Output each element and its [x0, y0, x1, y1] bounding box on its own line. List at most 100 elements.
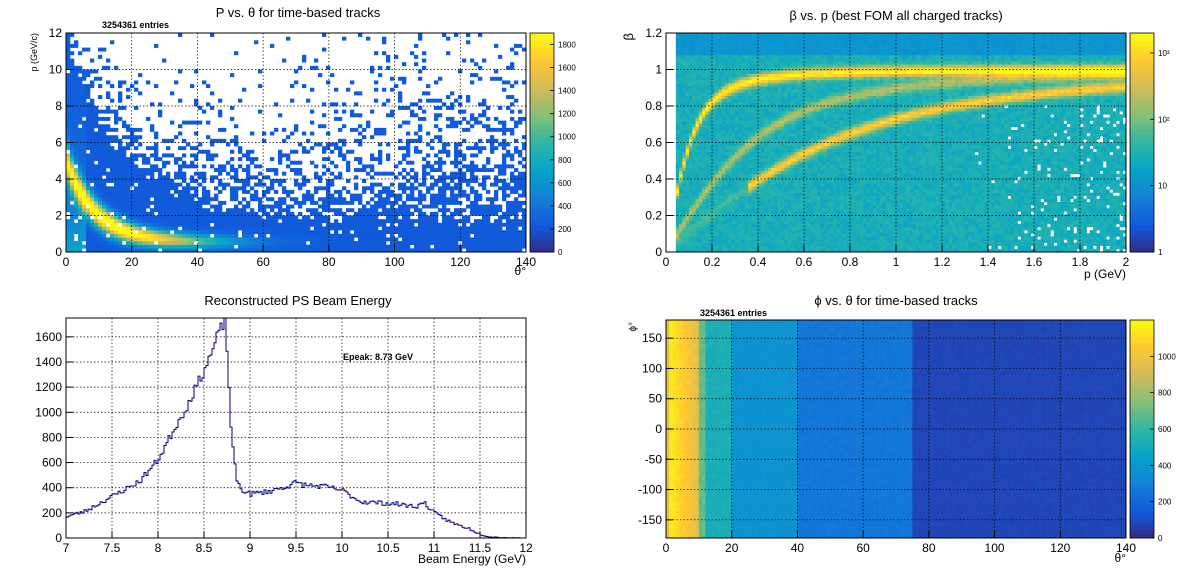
- heatmap-cell: [482, 241, 487, 245]
- heatmap-cell: [194, 230, 199, 235]
- heatmap-cell: [698, 245, 703, 250]
- heatmap-cell: [438, 175, 443, 180]
- heatmap-cell: [306, 244, 311, 249]
- heatmap-cell: [122, 80, 127, 85]
- heatmap-cell: [358, 237, 363, 242]
- heatmap-cell: [741, 114, 746, 118]
- heatmap-cell: [682, 223, 687, 228]
- heatmap-cell: [682, 123, 687, 128]
- heatmap-cell: [702, 123, 706, 128]
- heatmap-cell: [689, 76, 693, 81]
- heatmap-cell: [692, 73, 696, 78]
- heatmap-cell: [490, 135, 495, 140]
- heatmap-cell: [194, 204, 199, 209]
- heatmap-cell: [142, 179, 147, 183]
- heatmap-cell: [138, 179, 143, 183]
- heatmap-cell: [450, 211, 455, 216]
- heatmap-cell: [486, 197, 491, 202]
- heatmap-cell: [298, 204, 303, 209]
- heatmap-cell: [462, 138, 467, 143]
- heatmap-cell: [294, 197, 299, 202]
- heatmap-cell: [242, 153, 247, 158]
- heatmap-cell: [382, 244, 387, 249]
- heatmap-cell: [106, 189, 111, 194]
- heatmap-cell: [158, 179, 163, 183]
- heatmap-cell: [741, 236, 746, 240]
- heatmap-cell: [675, 33, 680, 37]
- heatmap-cell: [744, 242, 749, 247]
- heatmap-cell: [86, 182, 91, 187]
- heatmap-cell: [98, 109, 103, 114]
- heatmap-cell: [712, 64, 716, 68]
- heatmap-cell: [510, 237, 515, 242]
- heatmap-cell: [474, 179, 479, 183]
- heatmap-cell: [210, 204, 215, 209]
- heatmap-cell: [462, 233, 467, 238]
- heatmap-cell: [728, 195, 733, 200]
- heatmap-cell: [70, 211, 75, 216]
- heatmap-cell: [738, 108, 742, 112]
- heatmap-cell: [390, 226, 395, 231]
- heatmap-cell: [741, 76, 746, 81]
- heatmap-cell: [712, 220, 716, 225]
- heatmap-cell: [234, 138, 239, 143]
- heatmap-cell: [334, 219, 339, 224]
- heatmap-cell: [74, 186, 79, 191]
- heatmap-cell: [715, 73, 719, 78]
- heatmap-cell: [310, 87, 315, 92]
- heatmap-cell: [102, 248, 107, 253]
- heatmap-cell: [498, 237, 503, 242]
- heatmap-cell: [286, 193, 291, 198]
- heatmap-cell: [735, 33, 739, 37]
- heatmap-cell: [438, 113, 443, 118]
- heatmap-cell: [728, 186, 733, 190]
- heatmap-cell: [748, 195, 752, 200]
- heatmap-cell: [705, 79, 710, 84]
- heatmap-cell: [715, 92, 719, 96]
- heatmap-cell: [482, 98, 487, 103]
- heatmap-cell: [702, 211, 706, 215]
- heatmap-cell: [494, 116, 499, 121]
- heatmap-cell: [728, 155, 733, 159]
- heatmap-cell: [198, 215, 203, 220]
- heatmap-cell: [698, 164, 703, 168]
- heatmap-cell: [754, 86, 759, 90]
- heatmap-cell: [685, 164, 690, 168]
- heatmap-cell: [246, 230, 251, 235]
- heatmap-cell: [758, 214, 762, 218]
- heatmap-cell: [414, 237, 419, 242]
- heatmap-cell: [741, 133, 746, 137]
- heatmap-cell: [162, 138, 167, 143]
- heatmap-cell: [258, 164, 263, 169]
- heatmap-cell: [718, 230, 723, 234]
- heatmap-cell: [146, 171, 151, 176]
- heatmap-cell: [218, 230, 223, 235]
- heatmap-cell: [146, 168, 151, 172]
- heatmap-cell: [514, 237, 519, 242]
- heatmap-cell: [712, 51, 716, 56]
- heatmap-cell: [222, 241, 227, 245]
- heatmap-cell: [66, 244, 71, 249]
- heatmap-cell: [66, 65, 71, 70]
- heatmap-cell: [735, 236, 739, 240]
- heatmap-cell: [90, 208, 95, 213]
- heatmap-cell: [474, 73, 479, 78]
- heatmap-cell: [378, 200, 383, 205]
- heatmap-cell: [174, 160, 179, 165]
- heatmap-cell: [689, 183, 693, 187]
- heatmap-cell: [478, 208, 483, 213]
- heatmap-cell: [82, 244, 87, 249]
- heatmap-cell: [748, 120, 752, 125]
- heatmap-cell: [735, 45, 739, 49]
- heatmap-cell: [74, 248, 79, 253]
- heatmap-cell: [698, 114, 703, 118]
- heatmap-cell: [675, 86, 680, 90]
- heatmap-cell: [442, 244, 447, 249]
- heatmap-cell: [675, 98, 680, 103]
- heatmap-cell: [685, 148, 690, 153]
- heatmap-cell: [310, 208, 315, 213]
- heatmap-cell: [679, 198, 683, 203]
- heatmap-cell: [90, 106, 95, 110]
- heatmap-cell: [689, 208, 693, 212]
- heatmap-cell: [90, 219, 95, 224]
